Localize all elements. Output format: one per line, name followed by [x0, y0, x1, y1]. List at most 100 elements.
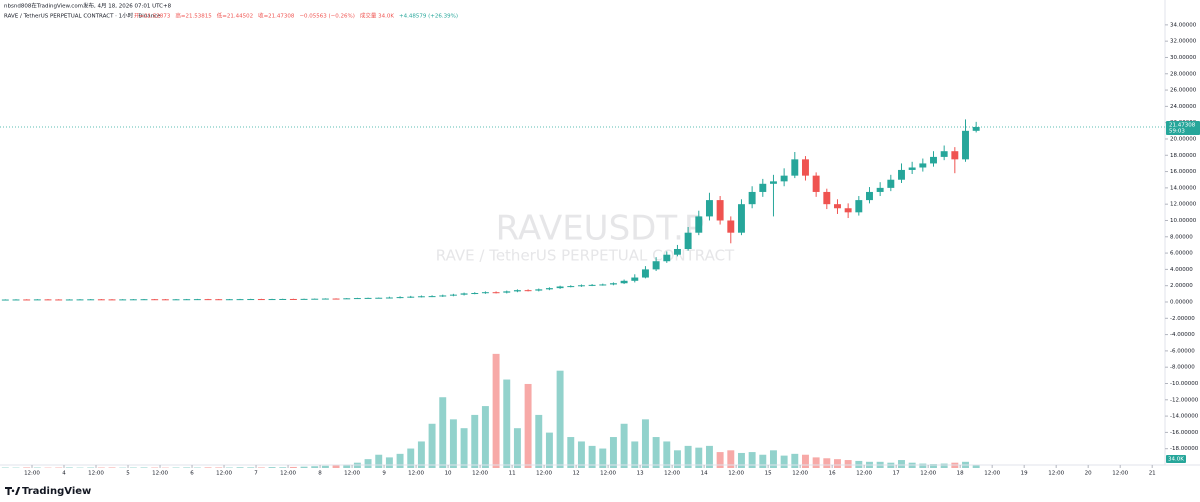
volume-bar: [65, 467, 73, 468]
candle-body: [780, 175, 788, 182]
x-tick-label: 12:00: [984, 471, 1000, 477]
candle-body: [748, 191, 756, 205]
candle-body: [652, 261, 660, 270]
volume-bar: [673, 450, 681, 468]
candle-body: [12, 299, 20, 301]
candle-body: [481, 292, 489, 294]
x-tick-label: 17: [893, 471, 900, 477]
x-tick-label: 9: [382, 471, 386, 477]
volume-bar: [513, 428, 521, 468]
watermark-title: RAVEUSDT.P: [496, 209, 705, 249]
volume-bar: [695, 447, 703, 468]
candle-body: [972, 126, 980, 131]
x-tick-label: 12:00: [600, 471, 616, 477]
x-tick-label: 6: [190, 471, 194, 477]
candle-body: [353, 298, 361, 300]
volume-bar: [823, 458, 831, 468]
x-tick-label: 12:00: [1112, 471, 1128, 477]
candle-body: [695, 216, 703, 233]
volume-bar: [834, 459, 841, 468]
candle-body: [140, 299, 148, 301]
candle-body: [513, 290, 521, 292]
volume-tag-value: 34.0K: [1168, 457, 1184, 463]
volume-bar: [556, 370, 564, 468]
volume-bar: [791, 453, 799, 468]
y-tick-label: 24.00000: [1170, 104, 1197, 110]
candle-body: [620, 280, 628, 284]
volume-bar: [236, 467, 244, 468]
candle-body: [737, 204, 745, 233]
volume-bar: [407, 448, 415, 468]
candle-body: [279, 298, 287, 300]
y-tick-label: 2.00000: [1170, 283, 1193, 289]
volume-bar: [23, 467, 31, 468]
y-tick-label: 6.00000: [1170, 251, 1193, 257]
y-tick-label: 18.00000: [1170, 153, 1197, 159]
ohlc-value: 高=21.53815: [175, 12, 212, 20]
candle-body: [705, 200, 713, 217]
volume-bar: [279, 467, 287, 468]
volume-bar: [524, 383, 532, 468]
candle-body: [866, 191, 873, 201]
candle-body: [364, 297, 372, 299]
x-tick-label: 12:00: [344, 471, 360, 477]
candle-body: [802, 159, 809, 176]
y-tick-label: 8.00000: [1170, 234, 1193, 240]
candle-body: [44, 299, 52, 301]
candle-body: [375, 297, 383, 299]
x-tick-label: 12: [573, 471, 580, 477]
candle-body: [609, 283, 617, 285]
candle-body: [844, 208, 852, 213]
x-tick-label: 16: [829, 471, 836, 477]
volume-bar: [780, 455, 788, 468]
volume-bar: [716, 452, 724, 468]
volume-value: 成交量 34.0K: [360, 12, 394, 20]
y-tick-label: -14.00000: [1170, 414, 1199, 420]
x-tick-label: 4: [62, 471, 66, 477]
volume-bar: [481, 406, 489, 468]
candle-body: [812, 175, 820, 192]
y-tick-label: 34.00000: [1170, 22, 1197, 28]
watermark-subtitle: RAVE / TetherUS PERPETUAL CONTRACT: [436, 247, 735, 265]
volume-bar: [759, 454, 767, 468]
volume-bar: [140, 467, 148, 468]
candle-body: [396, 297, 404, 299]
legend: RAVE / TetherUS PERPETUAL CONTRACT · 1小时…: [4, 12, 458, 20]
volume-bar: [300, 466, 308, 468]
volume-bar: [375, 454, 383, 468]
volume-bar: [215, 467, 223, 468]
volume-bar: [428, 423, 436, 468]
x-tick-label: 14: [701, 471, 708, 477]
x-tick-label: 12:00: [24, 471, 40, 477]
candle-body: [268, 299, 276, 301]
volume-bar: [492, 353, 500, 468]
y-tick-label: 28.00000: [1170, 71, 1197, 77]
candle-body: [236, 299, 244, 301]
x-tick-label: 12:00: [472, 471, 488, 477]
candle-body: [33, 299, 41, 301]
candle-body: [417, 296, 425, 298]
x-tick-label: 12:00: [216, 471, 232, 477]
x-tick-label: 10: [445, 471, 452, 477]
y-tick-label: 14.00000: [1170, 185, 1197, 191]
x-tick-label: 12:00: [728, 471, 744, 477]
x-tick-label: 19: [1021, 471, 1028, 477]
candle-body: [87, 299, 95, 301]
x-tick-label: 12:00: [792, 471, 808, 477]
candle-body: [769, 181, 777, 184]
volume-bar: [631, 441, 639, 468]
y-tick-label: 12.00000: [1170, 202, 1197, 208]
volume-bar: [183, 467, 191, 468]
candle-body: [684, 232, 692, 250]
candle-body: [151, 299, 159, 301]
x-tick-label: 11: [509, 471, 516, 477]
candle-body: [919, 163, 927, 168]
ohlc-value: 收=21.47308: [258, 12, 295, 20]
candle-body: [727, 220, 735, 233]
volume-bar: [599, 448, 607, 468]
candle-body: [300, 298, 308, 300]
candle-body: [407, 296, 415, 298]
candle-body: [247, 299, 255, 301]
volume-bar: [641, 419, 649, 468]
